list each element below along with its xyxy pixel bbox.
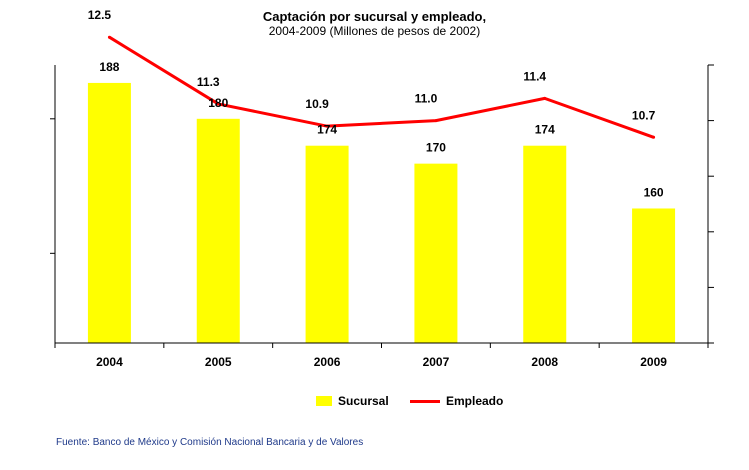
chart-title: Captación por sucursal y empleado, xyxy=(262,9,487,24)
legend-swatch-empleado xyxy=(410,399,440,403)
bar-sucursal-2005 xyxy=(196,118,240,343)
bar-sucursal-2004 xyxy=(87,82,131,343)
legend-empleado: Empleado xyxy=(410,394,503,408)
line-label-2008: 11.4 xyxy=(523,69,546,83)
point-empleado-2006 xyxy=(325,124,329,128)
legend-label-empleado: Empleado xyxy=(446,394,504,408)
line-label-2006: 10.9 xyxy=(305,97,329,111)
legend-swatch-sucursal xyxy=(316,396,332,406)
line-label-2004: 12.5 xyxy=(88,8,112,22)
x-tick-label-2008: 2008 xyxy=(531,355,558,369)
legend-label-sucursal: Sucursal xyxy=(338,394,389,408)
bar-sucursal-2006 xyxy=(305,145,349,343)
line-empleado xyxy=(108,35,655,139)
x-tick-label-2009: 2009 xyxy=(640,355,667,369)
x-tick-label-2007: 2007 xyxy=(423,355,450,369)
point-empleado-2007 xyxy=(434,119,438,123)
point-empleado-2004 xyxy=(107,35,111,39)
point-empleado-2009 xyxy=(652,135,656,139)
x-tick-label-2006: 2006 xyxy=(314,355,341,369)
bar-sucursal-2008 xyxy=(523,145,567,343)
chart-subtitle: 2004-2009 (Millones de pesos de 2002) xyxy=(268,24,481,38)
legend-sucursal: Sucursal xyxy=(316,394,389,408)
x-tick-label-2005: 2005 xyxy=(205,355,232,369)
bar-sucursal-2009 xyxy=(632,208,676,343)
x-tick-label-2004: 2004 xyxy=(96,355,123,369)
point-empleado-2008 xyxy=(543,96,547,100)
line-label-2005: 11.3 xyxy=(197,75,220,89)
line-label-2007: 11.0 xyxy=(415,92,438,106)
bar-label-2008: 174 xyxy=(535,123,555,137)
bar-label-2006: 174 xyxy=(317,123,337,137)
bar-label-2005: 180 xyxy=(208,96,228,110)
bar-label-2004: 188 xyxy=(99,60,119,74)
line-label-2009: 10.7 xyxy=(632,108,656,122)
bar-label-2009: 160 xyxy=(644,185,664,199)
source-note: Fuente: Banco de México y Comisión Nacio… xyxy=(56,437,364,448)
point-empleado-2005 xyxy=(216,102,220,106)
bar-sucursal-2007 xyxy=(414,163,458,343)
bar-label-2007: 170 xyxy=(426,141,446,155)
